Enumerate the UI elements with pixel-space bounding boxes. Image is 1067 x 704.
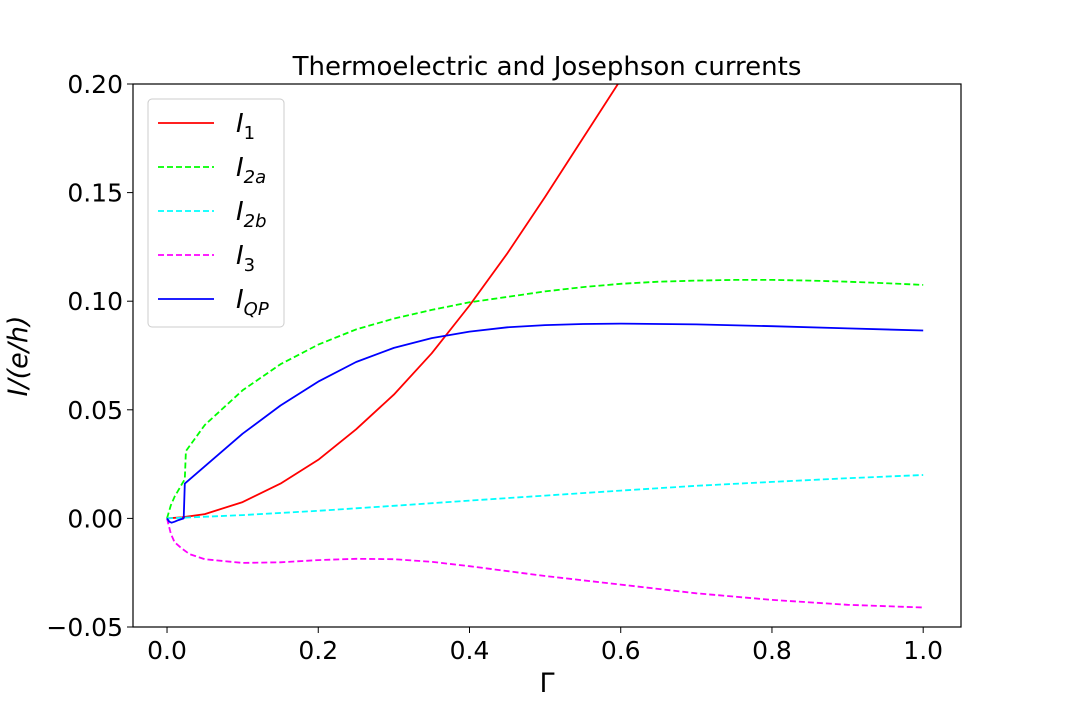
series-line-i-qp [166,322,924,524]
legend-label-subscript: 1 [244,123,255,144]
y-tick-label: 0.10 [67,287,123,316]
legend-label: IQP [236,285,269,320]
legend-label-subscript: 2a [244,167,266,188]
legend-label-subscript: QP [244,299,269,320]
series-line-i-3 [166,518,924,609]
legend-label: I1 [236,109,255,144]
y-tick-label: 0.00 [67,504,123,533]
y-axis-label: I/(e/h) [3,316,34,397]
x-tick-label: 0.2 [298,636,338,665]
legend-label-main: I [236,241,244,271]
plot-area [166,84,924,609]
x-tick-label: 0.8 [752,636,792,665]
legend-label-main: I [236,153,244,183]
series-line-i-2a [166,278,924,519]
y-tick-label: 0.05 [67,396,123,425]
legend-label-main: I [236,109,244,139]
legend-box [147,98,285,328]
series-line-i-2b [166,474,924,520]
legend-label-main: I [236,197,244,227]
y-tick-label: 0.20 [67,70,123,99]
x-axis-label: Γ [539,668,554,699]
series-line-i-1 [166,84,619,520]
x-tick-label: 0.6 [601,636,641,665]
y-tick-label: −0.05 [46,613,123,642]
legend-label: I2b [236,197,267,232]
legend-label: I2a [236,153,266,188]
legend-label-subscript: 2b [244,211,267,232]
chart-title: Thermoelectric and Josephson currents [292,52,802,82]
x-tick-label: 1.0 [903,636,943,665]
y-tick-label: 0.15 [67,179,123,208]
legend-label-main: I [236,285,244,315]
y-axis: −0.05 0.00 0.05 0.10 0.15 0.20 [46,70,133,642]
plot-frame [132,83,962,628]
x-axis: 0.0 0.2 0.4 0.6 0.8 1.0 [147,627,943,665]
x-tick-label: 0.4 [450,636,490,665]
legend-label-subscript: 3 [244,255,255,276]
x-tick-label: 0.0 [147,636,187,665]
legend-label: I3 [236,241,255,276]
